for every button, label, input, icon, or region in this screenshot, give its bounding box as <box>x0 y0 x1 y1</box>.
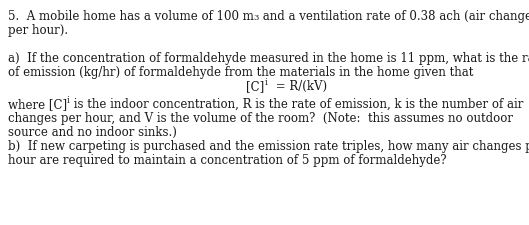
Text: 3: 3 <box>254 14 259 22</box>
Text: = R/(kV): = R/(kV) <box>271 80 326 93</box>
Text: a)  If the concentration of formaldehyde measured in the home is 11 ppm, what is: a) If the concentration of formaldehyde … <box>8 52 529 65</box>
Text: is the indoor concentration, R is the rate of emission, k is the number of air: is the indoor concentration, R is the ra… <box>70 98 523 111</box>
Text: and a ventilation rate of 0.38 ach (air changes: and a ventilation rate of 0.38 ach (air … <box>259 10 529 23</box>
Text: 5.  A mobile home has a volume of 100 m: 5. A mobile home has a volume of 100 m <box>8 10 254 23</box>
Text: per hour).: per hour). <box>8 24 68 37</box>
Text: i: i <box>67 96 70 105</box>
Text: where [C]: where [C] <box>8 98 67 111</box>
Text: hour are required to maintain a concentration of 5 ppm of formaldehyde?: hour are required to maintain a concentr… <box>8 154 446 167</box>
Text: source and no indoor sinks.): source and no indoor sinks.) <box>8 126 177 139</box>
Text: of emission (kg/hr) of formaldehyde from the materials in the home given that: of emission (kg/hr) of formaldehyde from… <box>8 66 473 79</box>
Text: i: i <box>264 78 267 87</box>
Text: b)  If new carpeting is purchased and the emission rate triples, how many air ch: b) If new carpeting is purchased and the… <box>8 140 529 153</box>
Text: [C]: [C] <box>247 80 264 93</box>
Text: changes per hour, and V is the volume of the room?  (Note:  this assumes no outd: changes per hour, and V is the volume of… <box>8 112 513 125</box>
